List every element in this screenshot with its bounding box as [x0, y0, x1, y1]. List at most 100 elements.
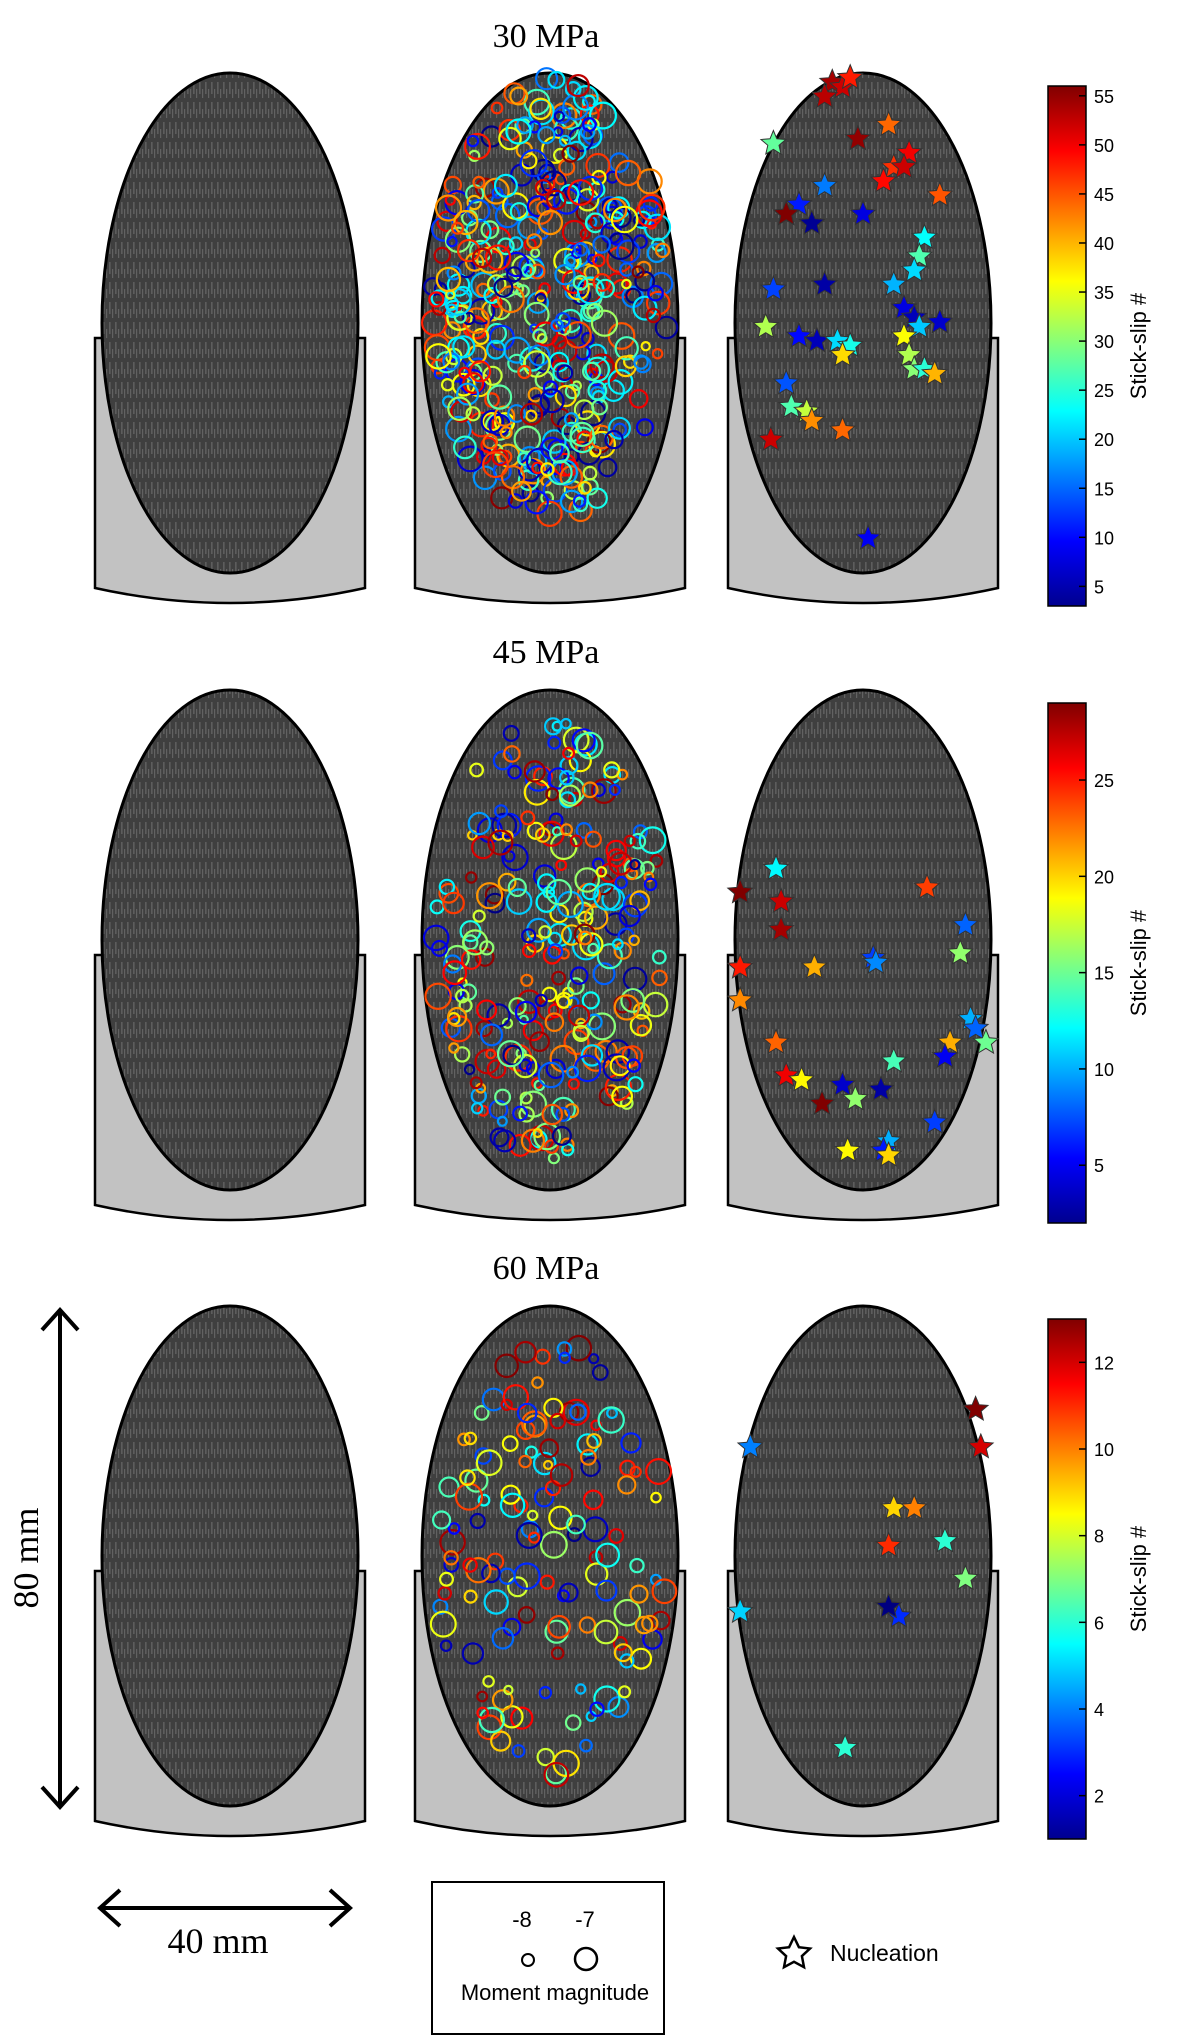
- event-circle: [538, 282, 551, 295]
- event-circle: [501, 830, 514, 842]
- event-circle: [532, 1451, 557, 1476]
- event-circle: [588, 101, 617, 130]
- event-circle: [562, 1398, 590, 1426]
- event-circle: [462, 1557, 478, 1573]
- event-circle: [571, 932, 601, 961]
- event-circle: [629, 1013, 653, 1037]
- event-circle: [447, 396, 472, 421]
- event-circle: [526, 233, 543, 250]
- event-circle: [493, 173, 518, 198]
- colorbar-tick-label: 50: [1094, 136, 1114, 156]
- event-circle: [517, 364, 532, 380]
- nucleation-star: [785, 321, 813, 348]
- colorbar-tick-label: 5: [1094, 1156, 1104, 1176]
- event-circle: [497, 285, 525, 314]
- horizontal-scale-arrow: [97, 1888, 353, 1928]
- event-circle: [446, 304, 473, 331]
- event-circle: [539, 1438, 559, 1458]
- nucleation-legend-label: Nucleation: [830, 1940, 939, 1966]
- colorbar-gradient: [1047, 702, 1087, 1224]
- event-circle: [517, 1605, 536, 1624]
- colorbar-tick-label: 2: [1094, 1787, 1104, 1807]
- nucleation-star: [890, 321, 918, 348]
- event-circle: [587, 253, 598, 265]
- event-circle: [614, 875, 628, 890]
- event-circle: [496, 1040, 525, 1068]
- event-circle: [628, 388, 649, 409]
- event-circle: [527, 394, 550, 418]
- event-circle: [522, 1019, 544, 1042]
- nucleation-star: [854, 523, 882, 550]
- event-circle: [520, 810, 536, 826]
- event-circle: [563, 1029, 590, 1056]
- event-circle: [634, 1615, 654, 1635]
- event-circle: [555, 859, 568, 871]
- nucleation-star: [772, 199, 800, 226]
- event-circle: [439, 1571, 455, 1587]
- event-circle: [650, 1610, 671, 1631]
- event-circle: [587, 380, 608, 401]
- event-circle: [473, 1404, 490, 1421]
- event-circle: [593, 1685, 621, 1713]
- event-circle: [541, 1103, 564, 1126]
- event-circle: [529, 97, 552, 121]
- event-circle: [526, 195, 550, 218]
- event-circle: [582, 117, 597, 132]
- nucleation-star: [874, 1531, 903, 1558]
- event-circle: [505, 118, 532, 145]
- event-circle: [454, 988, 470, 1004]
- event-circle: [500, 1705, 524, 1729]
- nucleation-star: [910, 223, 939, 250]
- event-circle: [569, 834, 583, 848]
- event-circle: [589, 1701, 605, 1717]
- event-circle: [457, 238, 481, 263]
- event-circle: [551, 970, 566, 986]
- event-circle: [567, 1077, 580, 1091]
- event-circle: [465, 871, 478, 884]
- event-circle: [608, 783, 621, 796]
- event-circle: [566, 1065, 580, 1079]
- event-circle: [560, 924, 583, 946]
- nucleation-star: [867, 1075, 895, 1102]
- event-circle: [458, 998, 473, 1013]
- event-circle: [543, 717, 563, 736]
- event-circle: [542, 380, 559, 396]
- nucleation-star: [828, 340, 857, 367]
- event-circle: [537, 126, 556, 145]
- event-circle: [490, 101, 504, 115]
- event-circle: [596, 943, 623, 970]
- event-circle: [629, 832, 647, 850]
- vertical-scale-label: 80 mm: [6, 1507, 46, 1608]
- event-circle: [643, 871, 655, 883]
- nucleation-star: [913, 873, 941, 899]
- nucleation-star: [962, 1014, 990, 1040]
- event-circle: [558, 134, 572, 147]
- event-circle: [581, 361, 602, 381]
- event-circle: [491, 812, 518, 839]
- event-circle: [434, 194, 463, 222]
- colorbar-tick-label: 5: [1094, 577, 1104, 597]
- event-circle: [553, 110, 566, 122]
- nucleation-star: [810, 82, 839, 109]
- event-circle: [453, 209, 479, 236]
- nucleation-star: [921, 1108, 949, 1134]
- nucleation-star: [772, 1061, 800, 1087]
- event-circle: [477, 1104, 490, 1117]
- nucleation-star: [849, 199, 877, 226]
- row-title: 60 MPa: [493, 1250, 600, 1287]
- event-circle: [620, 1432, 642, 1454]
- colorbar-label: Stick-slip #: [1126, 1525, 1151, 1632]
- event-circle: [598, 1086, 619, 1107]
- event-circle: [549, 1463, 574, 1487]
- nucleation-star: [874, 1140, 903, 1167]
- event-circle: [585, 1562, 609, 1586]
- event-circle: [534, 827, 551, 843]
- event-circle: [564, 1714, 582, 1731]
- event-circle: [563, 412, 579, 427]
- event-circle: [587, 942, 599, 955]
- event-circle: [629, 1584, 649, 1604]
- event-circle: [451, 221, 465, 235]
- event-circle: [626, 1058, 641, 1073]
- event-circle: [508, 1133, 532, 1157]
- event-circle: [533, 864, 557, 888]
